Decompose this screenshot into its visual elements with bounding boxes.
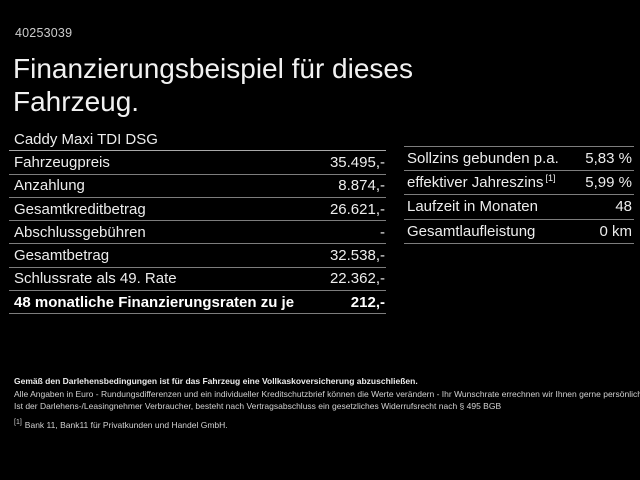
vehicle-name: Caddy Maxi TDI DSG [14, 130, 158, 148]
page-title: Finanzierungsbeispiel für dieses Fahrzeu… [13, 53, 413, 117]
table-row: Gesamtkreditbetrag 26.621,- [9, 198, 386, 222]
row-label: Sollzins gebunden p.a. [407, 150, 559, 168]
row-value: 5,83 % [585, 150, 632, 168]
row-value: 8.874,- [338, 177, 385, 195]
disclaimer-text: Gemäß den Darlehensbedingungen ist für d… [14, 375, 640, 413]
table-row: Abschlussgebühren - [9, 221, 386, 245]
table-row: Laufzeit in Monaten 48 [404, 195, 634, 220]
table-row: Sollzins gebunden p.a. 5,83 % [404, 147, 634, 172]
row-label: 48 monatliche Finanzierungsraten zu je [14, 293, 295, 311]
row-label: Fahrzeugpreis [14, 153, 110, 171]
table-row: Gesamtlaufleistung 0 km [404, 220, 634, 244]
vehicle-name-row: Caddy Maxi TDI DSG [9, 128, 386, 152]
row-value: 212,- [350, 293, 385, 311]
row-value: 0 km [599, 222, 632, 240]
row-value: 22.362,- [329, 270, 385, 288]
table-row: Fahrzeugpreis 35.495,- [9, 151, 386, 175]
table-row: Anzahlung 8.874,- [9, 175, 386, 198]
row-label: Gesamtkreditbetrag [14, 200, 146, 218]
disclaimer-line-3: Ist der Darlehens-/Leasingnehmer Verbrau… [14, 401, 502, 412]
finance-table: Caddy Maxi TDI DSG Fahrzeugpreis 35.495,… [9, 128, 386, 315]
footnote-marker: [1] [14, 419, 22, 426]
footnote-reference: [1] [545, 173, 556, 184]
row-label: Laufzeit in Monaten [407, 198, 538, 216]
row-label: Schlussrate als 49. Rate [14, 270, 177, 288]
row-value: - [380, 223, 385, 241]
row-label: Anzahlung [14, 177, 85, 195]
rates-table: Sollzins gebunden p.a. 5,83 % effektiver… [404, 146, 634, 244]
disclaimer-line-2: Alle Angaben in Euro - Rundungsdifferenz… [14, 388, 640, 399]
row-label: Abschlussgebühren [14, 223, 146, 241]
table-row: effektiver Jahreszins [1] 5,99 % [404, 171, 634, 196]
row-value: 5,99 % [585, 174, 632, 192]
row-value: 32.538,- [329, 247, 385, 265]
bank-footnote: [1] Bank 11, Bank11 für Privatkunden und … [14, 419, 228, 430]
row-value: 48 [615, 198, 632, 216]
table-row: Schlussrate als 49. Rate 22.362,- [9, 268, 386, 292]
row-label: Gesamtbetrag [14, 247, 110, 265]
monthly-rate-row: 48 monatliche Finanzierungsraten zu je 2… [9, 291, 386, 315]
row-value: 35.495,- [329, 153, 385, 171]
vehicle-id: 40253039 [15, 26, 73, 40]
row-label: Gesamtlaufleistung [407, 222, 536, 240]
row-label: effektiver Jahreszins [407, 174, 544, 192]
row-value: 26.621,- [329, 200, 385, 218]
table-row: Gesamtbetrag 32.538,- [9, 244, 386, 268]
disclaimer-line-1: Gemäß den Darlehensbedingungen ist für d… [14, 376, 418, 386]
footnote-text: Bank 11, Bank11 für Privatkunden und Han… [24, 419, 228, 430]
